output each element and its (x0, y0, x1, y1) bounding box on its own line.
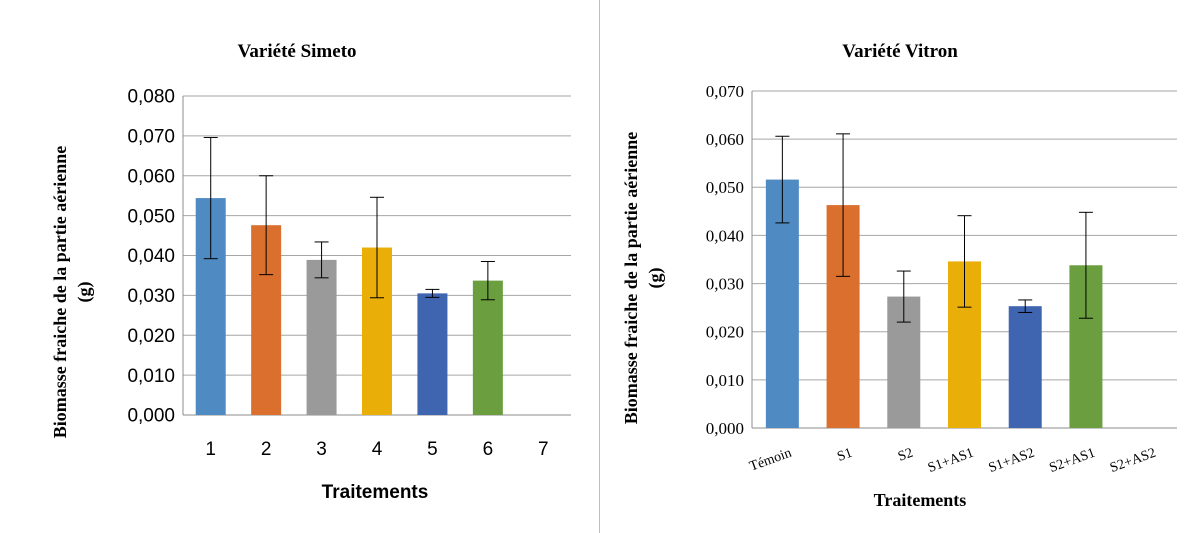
chart-vitron-x-tick-label: S1+AS1 (926, 446, 976, 476)
chart-simeto-y-tick-label: 0,080 (127, 87, 175, 108)
chart-vitron-error-bars (775, 133, 1093, 323)
chart-simeto-error-bars (203, 136, 495, 301)
chart-simeto-y-tick-label: 0,010 (127, 366, 175, 387)
chart-simeto-y-tick-label: 0,050 (127, 206, 175, 227)
chart-simeto-bar (472, 280, 503, 415)
chart-vitron-y-tick-label: 0,030 (706, 275, 744, 294)
chart-vitron-x-tick-label: Témoin (748, 446, 794, 475)
chart-vitron-y-axis-label-line1: Biomasse fraiche de la partie aérienne (621, 132, 641, 424)
chart-vitron-y-tick-label: 0,050 (706, 178, 744, 197)
chart-vitron-y-tick-label: 0,020 (706, 323, 744, 342)
chart-simeto-x-tick-label: 6 (483, 439, 494, 460)
chart-simeto-panel: 0,000 0,010 0,020 0,030 0,040 0,050 0,060 0,070… (50, 41, 571, 503)
chart-vitron-x-tick-label: S2+AS1 (1047, 446, 1097, 476)
chart-simeto-x-tick-label: 5 (427, 439, 438, 460)
chart-simeto-y-ticks: 0,000 0,010 0,020 0,030 0,040 0,050 0,060 0,070… (127, 87, 175, 427)
chart-simeto-x-axis-label: Traitements (322, 482, 429, 503)
chart-simeto-bars (195, 198, 503, 415)
chart-vitron-y-ticks: 0,000 0,010 0,020 0,030 0,040 0,050 0,060 0,070 (706, 82, 744, 438)
chart-vitron-y-tick-label: 0,010 (706, 371, 744, 390)
chart-simeto-x-tick-label: 4 (372, 439, 383, 460)
chart-simeto-y-tick-label: 0,030 (127, 286, 175, 307)
chart-simeto-y-tick-label: 0,040 (127, 246, 175, 267)
chart-simeto-y-axis-label-line1: Biomasse fraiche de la partie aérienne (50, 146, 70, 438)
chart-vitron-bar (1008, 306, 1042, 428)
chart-simeto-x-tick-label: 3 (316, 439, 327, 460)
chart-vitron-x-tick-label: S1+AS2 (987, 446, 1037, 476)
chart-vitron-y-axis-label-line2: (g) (645, 268, 666, 289)
chart-vitron-x-tick-label: S2 (896, 446, 915, 465)
chart-vitron-x-ticks: Témoin S1 S2 S1+AS1 S1+AS2 S2+AS1 S2+AS2 (748, 446, 1158, 476)
chart-simeto-bar (417, 293, 448, 415)
chart-vitron-bars (765, 179, 1103, 428)
chart-simeto-bar (306, 259, 337, 415)
chart-vitron-y-tick-label: 0,060 (706, 130, 744, 149)
chart-simeto-y-axis-label-line2: (g) (74, 282, 95, 303)
chart-vitron: 0,000 0,010 0,020 0,030 0,040 0,050 0,060 0,070… (621, 41, 1177, 510)
chart-vitron-y-tick-label: 0,000 (706, 419, 744, 438)
panel-divider-left (599, 0, 600, 533)
chart-vitron-y-tick-label: 0,040 (706, 226, 744, 245)
chart-simeto-y-tick-label: 0,020 (127, 326, 175, 347)
chart-simeto-x-ticks: 1 2 3 4 5 6 7 (205, 439, 548, 460)
chart-vitron-x-axis-label: Traitements (874, 490, 967, 510)
chart-vitron-x-tick-label: S1 (835, 446, 854, 465)
chart-vitron-y-tick-label: 0,070 (706, 82, 744, 101)
chart-simeto-y-tick-label: 0,070 (127, 127, 175, 148)
chart-vitron-panel: 0,000 0,010 0,020 0,030 0,040 0,050 0,060 0,070… (605, 0, 1192, 533)
chart-vitron-title: Variété Vitron (842, 41, 958, 62)
chart-simeto: 0,000 0,010 0,020 0,030 0,040 0,050 0,060 0,070… (50, 41, 571, 503)
chart-simeto-x-tick-label: 7 (538, 439, 549, 460)
chart-vitron-x-tick-label: S2+AS2 (1108, 446, 1158, 476)
chart-simeto-y-tick-label: 0,000 (127, 406, 175, 427)
chart-simeto-title: Variété Simeto (237, 41, 356, 62)
chart-simeto-x-tick-label: 1 (205, 439, 216, 460)
chart-simeto-y-tick-label: 0,060 (127, 166, 175, 187)
chart-simeto-x-tick-label: 2 (261, 439, 272, 460)
